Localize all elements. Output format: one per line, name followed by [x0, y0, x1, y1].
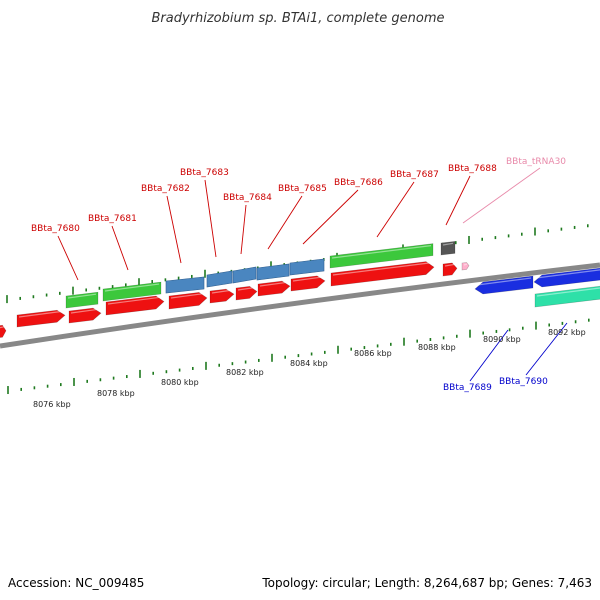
gene-arrow-7685	[257, 280, 291, 297]
steel-gene-segment	[232, 266, 257, 284]
gene-arrow-7682	[168, 292, 208, 310]
gene-box-7690-teal	[534, 285, 600, 308]
callout-leader-line	[462, 167, 541, 224]
kbp-scale-labels: 8076 kbp 8078 kbp 8080 kbp 8082 kbp 8084 kbp…	[33, 328, 586, 409]
gene-arrow-7679	[16, 309, 66, 328]
lower-tick-track	[7, 318, 590, 395]
gene-label[interactable]: BBta_7690	[499, 377, 548, 387]
gene-label-callouts: BBta_7680 BBta_7681 BBta_7682 BBta_7683 BBta…	[31, 157, 568, 393]
steel-gene-segment	[165, 276, 205, 294]
gene-label[interactable]: BBta_7687	[390, 170, 439, 180]
gene-arrow-7686-highlight	[292, 276, 324, 282]
gene-arrow-7687-highlight	[332, 262, 433, 276]
gene-arrow-7685-highlight	[259, 281, 289, 287]
gene-arrow-prev	[0, 324, 7, 338]
callout-leader-line	[111, 225, 129, 271]
gene-label[interactable]: BBta_tRNA30	[506, 157, 566, 167]
gene-label[interactable]: BBta_7688	[448, 164, 497, 174]
gene-label[interactable]: BBta_7689	[443, 383, 492, 393]
gene-arrow-7690	[533, 267, 600, 288]
trna-arrow-highlight	[463, 263, 468, 266]
gene-arrow-7689	[474, 275, 534, 295]
gene-box-7680-highlight	[67, 293, 97, 299]
gene-box-7681	[102, 281, 162, 302]
gene-box-7688-highlight	[442, 242, 454, 246]
callout-leader-line	[525, 322, 568, 376]
gene-arrow-7690-highlight	[535, 269, 600, 279]
gene-label[interactable]: BBta_7686	[334, 178, 383, 188]
steel-gene-segment	[289, 258, 325, 276]
kbp-scale-label: 8086 kbp	[354, 349, 392, 358]
gene-arrow-7688-highlight	[444, 263, 456, 267]
gene-box-7687	[329, 243, 434, 269]
accession-label: Accession: NC_009485	[8, 576, 144, 590]
gene-box-7688	[440, 240, 456, 256]
kbp-scale-label: 8092 kbp	[548, 328, 586, 337]
map-title: Bradyrhizobium sp. BTAi1, complete genom…	[151, 11, 444, 26]
gene-arrow-7686	[290, 275, 326, 292]
callout-leader-line	[445, 175, 471, 226]
trna-arrow	[461, 262, 470, 271]
gene-arrow-7679-highlight	[18, 310, 64, 318]
kbp-scale-label: 8088 kbp	[418, 343, 456, 352]
gene-label[interactable]: BBta_7684	[223, 193, 272, 203]
gene-arrow-prev-highlight	[0, 326, 5, 329]
gene-features	[0, 240, 600, 338]
callout-leader-line	[204, 179, 217, 258]
callout-leader-line	[302, 189, 359, 245]
gene-arrow-7680-highlight	[70, 308, 100, 314]
gene-arrow-7680	[68, 307, 102, 324]
gene-arrow-7681	[105, 295, 165, 316]
gene-arrow-7681-highlight	[107, 296, 163, 305]
callout-leader-line	[57, 235, 79, 281]
gene-label[interactable]: BBta_7682	[141, 184, 190, 194]
steel-gene-segment	[256, 263, 290, 281]
gene-arrow-7689-highlight	[476, 277, 532, 286]
gene-arrow-7683	[209, 288, 235, 304]
gene-box-7680	[65, 291, 99, 309]
kbp-scale-label: 8076 kbp	[33, 400, 71, 409]
gene-arrow-7688	[442, 262, 458, 277]
callout-leader-line	[267, 195, 303, 250]
gene-arrow-7684-highlight	[237, 286, 256, 291]
gene-label[interactable]: BBta_7681	[88, 214, 137, 224]
gene-arrow-7687	[330, 261, 435, 287]
callout-leader-line	[376, 181, 415, 238]
genome-backbone	[0, 262, 600, 349]
steel-gene-segment	[206, 270, 233, 288]
gene-label[interactable]: BBta_7683	[180, 168, 229, 178]
gene-box-7681-highlight	[104, 283, 160, 292]
gene-box-7690-teal-highlight	[536, 287, 600, 297]
kbp-scale-label: 8080 kbp	[161, 378, 199, 387]
kbp-scale-label: 8082 kbp	[226, 368, 264, 377]
gene-arrow-7683-highlight	[211, 289, 233, 294]
gene-arrow-7684	[235, 286, 258, 301]
callout-leader-line	[166, 195, 182, 264]
gene-arrow-7682-highlight	[170, 292, 206, 299]
kbp-scale-label: 8090 kbp	[483, 335, 521, 344]
callout-leader-line	[469, 329, 509, 382]
genome-summary: Topology: circular; Length: 8,264,687 bp…	[261, 576, 592, 590]
gene-box-7687-highlight	[331, 245, 432, 259]
gene-label[interactable]: BBta_7685	[278, 184, 327, 194]
callout-leader-line	[240, 204, 247, 255]
kbp-scale-label: 8078 kbp	[97, 389, 135, 398]
gene-label[interactable]: BBta_7680	[31, 224, 80, 234]
kbp-scale-label: 8084 kbp	[290, 359, 328, 368]
